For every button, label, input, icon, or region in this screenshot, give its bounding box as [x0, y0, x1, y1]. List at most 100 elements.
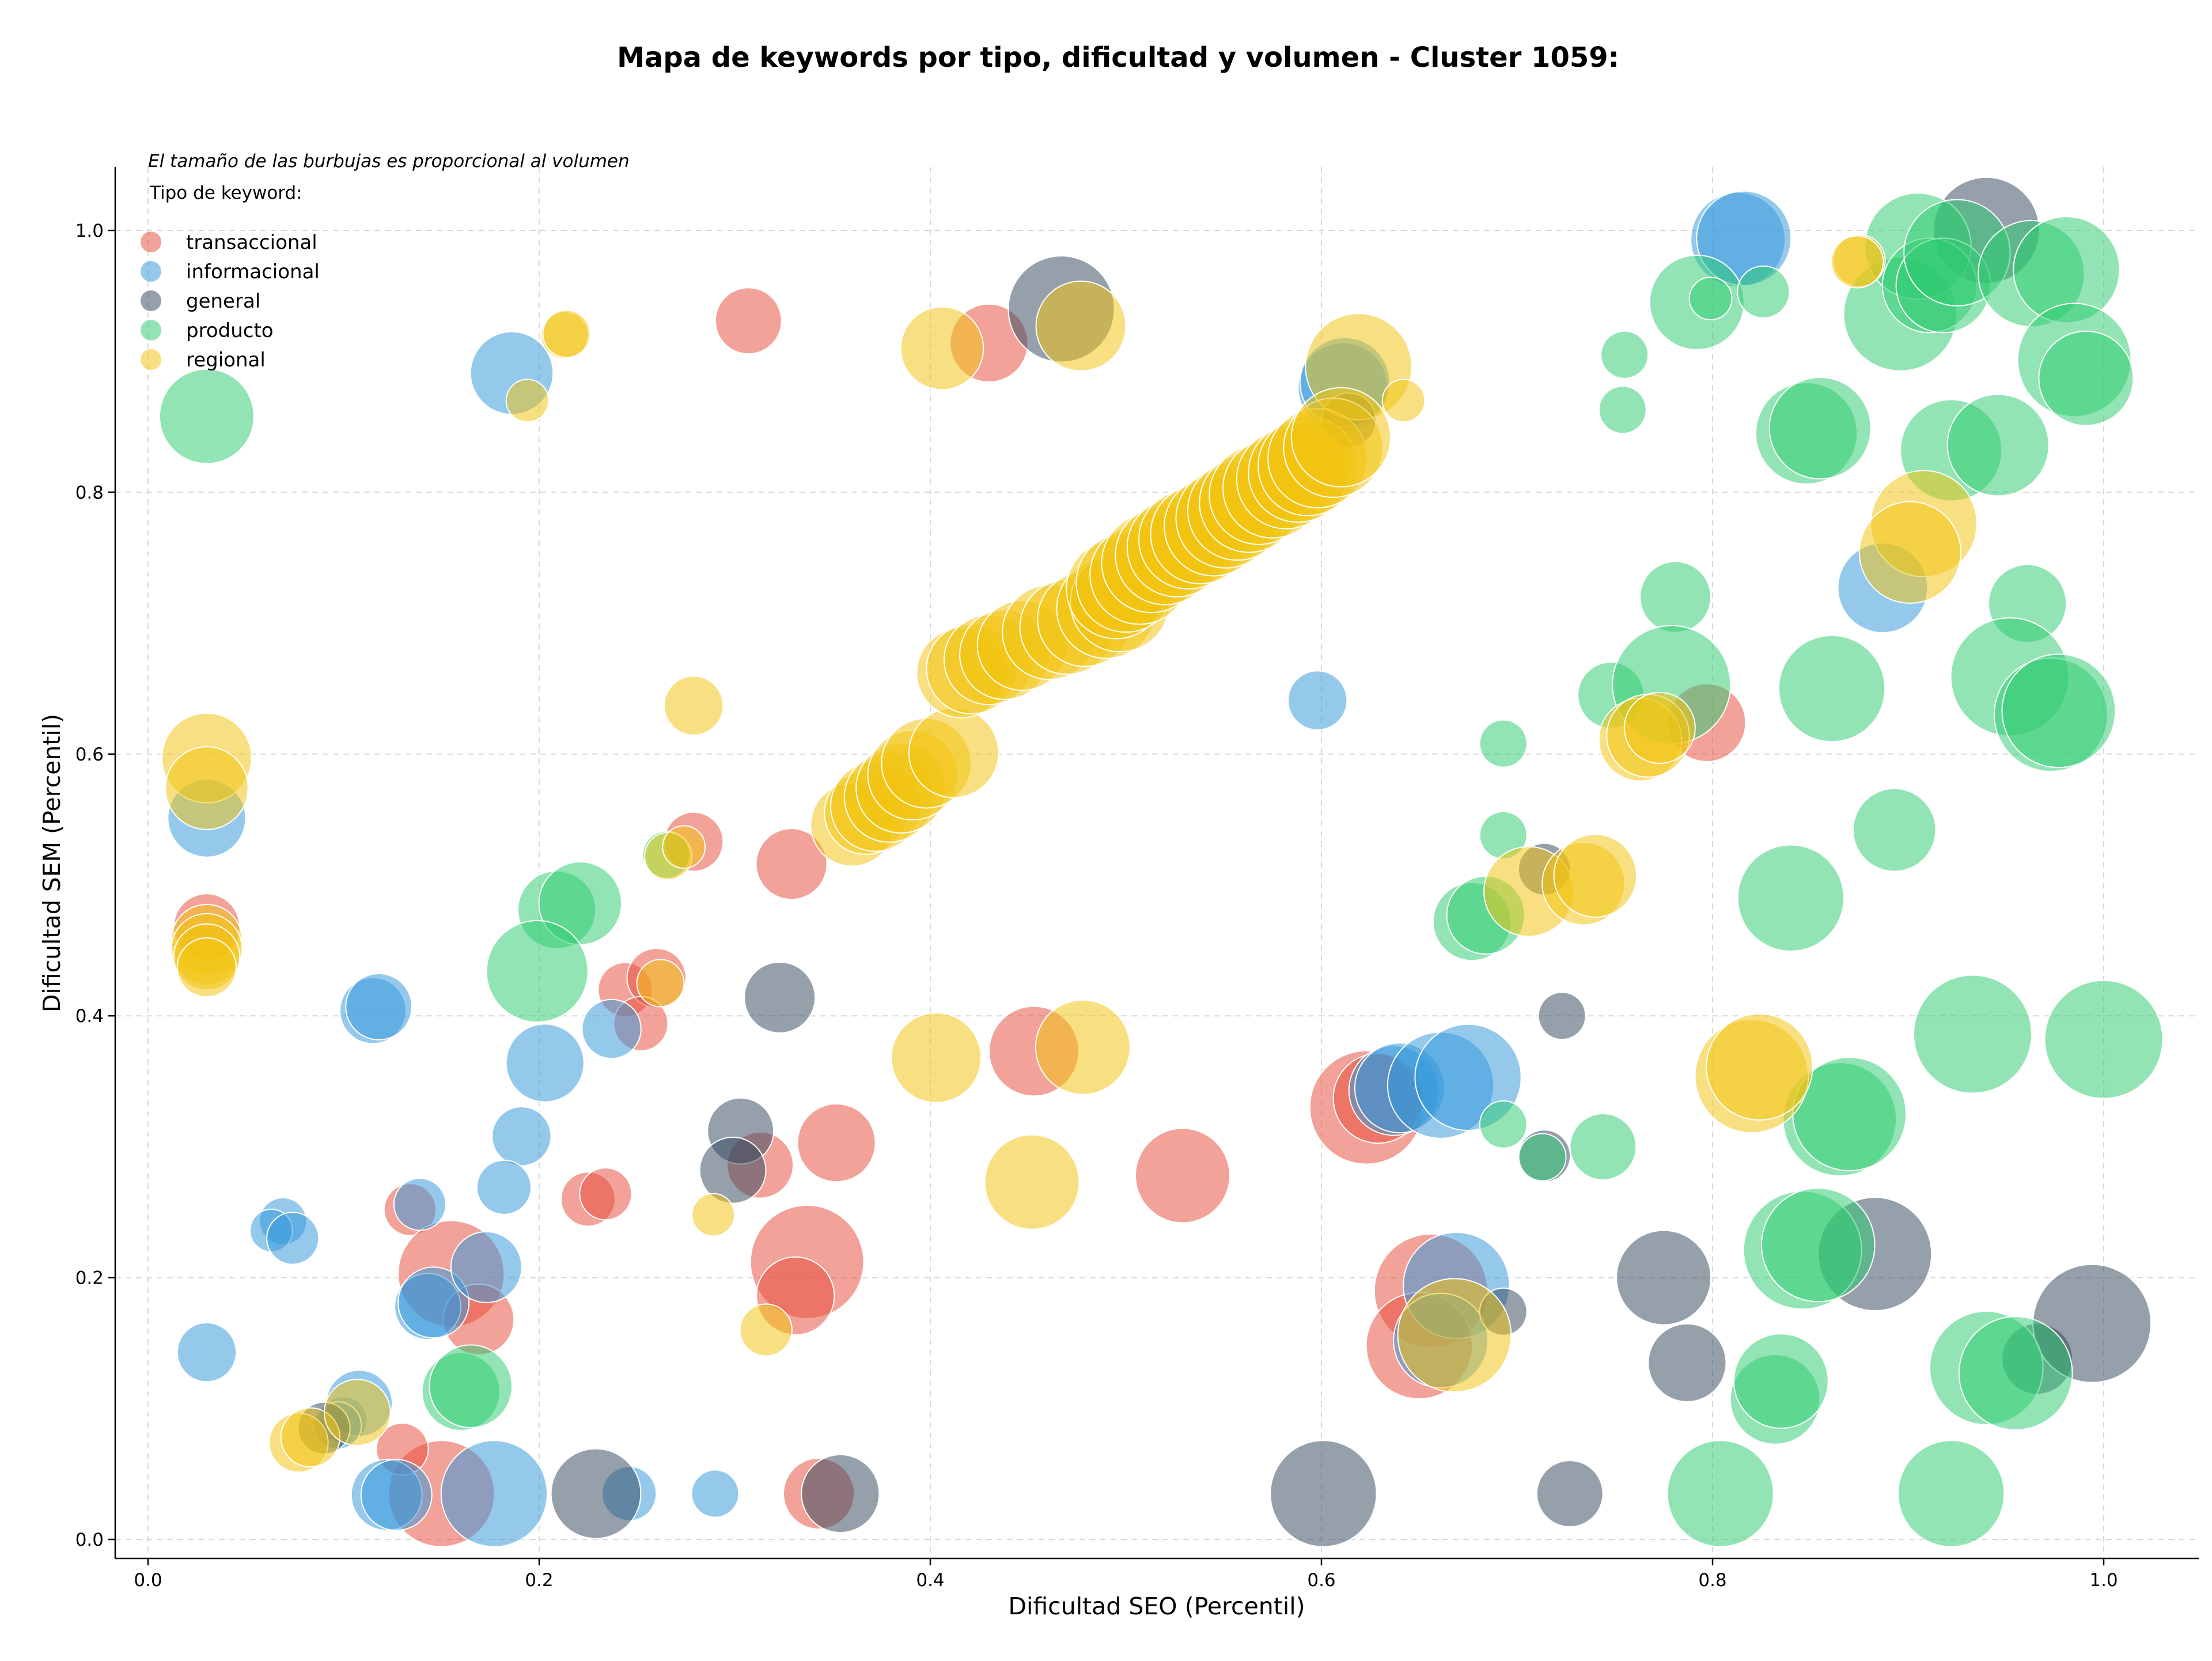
- informacional-bubble: [266, 1212, 320, 1265]
- legend-item-transaccional: transaccional: [141, 231, 317, 254]
- informacional-bubble: [360, 1459, 433, 1531]
- regional-bubble: [1035, 999, 1131, 1095]
- regional-bubble: [691, 1193, 736, 1237]
- regional-bubble: [1623, 691, 1696, 764]
- x-tick-label: 0.0: [134, 1570, 162, 1591]
- general-bubble: [1270, 1440, 1377, 1548]
- y-tick-label: 0.2: [75, 1268, 104, 1289]
- general-bubble: [1537, 992, 1586, 1041]
- informacional-bubble: [691, 1469, 740, 1518]
- x-tick-label: 1.0: [2089, 1570, 2118, 1591]
- informacional-bubble: [581, 998, 642, 1060]
- regional-bubble: [1290, 387, 1391, 488]
- general-bubble: [699, 1136, 767, 1204]
- legend-items: transaccional informacional general product…: [141, 231, 320, 372]
- producto-bubble: [1913, 974, 2032, 1094]
- legend-item-informacional: informacional: [141, 260, 320, 283]
- informacional-bubble: [505, 1023, 585, 1103]
- producto-bubble: [158, 368, 255, 464]
- axes: [114, 167, 2199, 1560]
- general-bubble: [1536, 1460, 1604, 1527]
- regional-bubble: [165, 746, 249, 830]
- producto-bubble: [1688, 277, 1733, 320]
- producto-bubble: [1737, 265, 1790, 319]
- legend-marker: [141, 290, 161, 311]
- general-bubble: [1647, 1323, 1727, 1402]
- x-axis-label: Dificultad SEO (Percentil): [1008, 1592, 1305, 1620]
- legend-label: transaccional: [186, 231, 317, 254]
- producto-bubble: [1598, 385, 1647, 434]
- informacional-bubble: [476, 1159, 532, 1215]
- y-tick-label: 0.0: [75, 1530, 104, 1550]
- general-bubble: [801, 1454, 880, 1534]
- y-tick-label: 1.0: [75, 221, 104, 241]
- x-tick-label: 0.4: [916, 1570, 944, 1591]
- informacional-bubble: [397, 1266, 470, 1339]
- informacional-bubble: [491, 1106, 552, 1167]
- bubble-size-note: El tamaño de las burbujas es proporciona…: [148, 151, 630, 172]
- legend-marker: [141, 349, 161, 370]
- regional-bubble: [176, 937, 237, 998]
- y-axis-label: Dificultad SEM (Percentil): [38, 714, 66, 1012]
- transaccional-bubble: [579, 1167, 632, 1221]
- bubble-layer: [158, 176, 2164, 1548]
- producto-bubble: [1518, 1133, 1567, 1182]
- producto-bubble: [1897, 1440, 2005, 1548]
- ticks: 0.0 0.2 0.4 0.6 0.8 1.0 0.0 0.2 0.4 0.6 0.8 1.0: [75, 221, 2118, 1591]
- producto-bubble: [429, 1344, 513, 1428]
- x-tick-label: 0.8: [1698, 1570, 1726, 1591]
- regional-bubble: [900, 306, 984, 391]
- legend-label: general: [186, 290, 260, 313]
- legend-item-producto: producto: [141, 319, 274, 342]
- regional-bubble: [1381, 379, 1426, 423]
- legend-item-regional: regional: [141, 349, 266, 372]
- regional-bubble: [1553, 834, 1638, 918]
- x-tick-label: 0.6: [1307, 1570, 1335, 1591]
- legend-marker: [141, 261, 161, 282]
- general-bubble: [1616, 1229, 1712, 1326]
- regional-bubble: [505, 379, 550, 423]
- x-tick-label: 0.2: [525, 1570, 553, 1591]
- legend-item-general: general: [141, 290, 260, 313]
- y-tick-label: 0.4: [75, 1006, 104, 1027]
- regional-bubble: [664, 675, 724, 736]
- producto-bubble: [1852, 788, 1937, 872]
- informacional-bubble: [176, 1322, 237, 1383]
- producto-bubble: [1778, 635, 1886, 743]
- producto-bubble: [1479, 1100, 1528, 1149]
- chart-title: Mapa de keywords por tipo, dificultad y …: [617, 41, 1619, 74]
- regional-bubble: [662, 825, 706, 869]
- legend: Tipo de keyword: transaccional informacio…: [141, 183, 320, 372]
- general-bubble: [550, 1448, 642, 1539]
- producto-bubble: [2001, 653, 2116, 769]
- legend-title: Tipo de keyword:: [149, 183, 302, 203]
- producto-bubble: [2038, 330, 2134, 426]
- regional-bubble: [908, 707, 999, 799]
- regional-bubble: [323, 1379, 391, 1447]
- producto-bubble: [1569, 1113, 1637, 1181]
- regional-bubble: [542, 309, 591, 358]
- regional-bubble: [739, 1303, 793, 1357]
- informacional-bubble: [345, 973, 412, 1041]
- producto-bubble: [1600, 330, 1649, 379]
- regional-bubble: [1706, 1013, 1813, 1121]
- producto-bubble: [1639, 561, 1711, 633]
- informacional-bubble: [450, 1231, 522, 1303]
- y-tick-label: 0.8: [75, 482, 104, 503]
- legend-label: producto: [186, 319, 274, 342]
- regional-bubble: [891, 1012, 982, 1103]
- legend-label: informacional: [186, 260, 320, 283]
- informacional-bubble: [440, 1440, 548, 1548]
- producto-bubble: [1666, 1440, 1774, 1548]
- producto-bubble: [1479, 719, 1528, 768]
- regional-bubble: [1858, 501, 1961, 604]
- regional-bubble: [1397, 1278, 1512, 1393]
- regional-bubble: [984, 1134, 1080, 1230]
- producto-bubble: [1737, 844, 1845, 952]
- producto-bubble: [2044, 979, 2164, 1099]
- producto-bubble: [1768, 377, 1872, 480]
- legend-marker: [141, 232, 161, 252]
- transaccional-bubble: [755, 828, 828, 901]
- informacional-bubble: [393, 1178, 447, 1231]
